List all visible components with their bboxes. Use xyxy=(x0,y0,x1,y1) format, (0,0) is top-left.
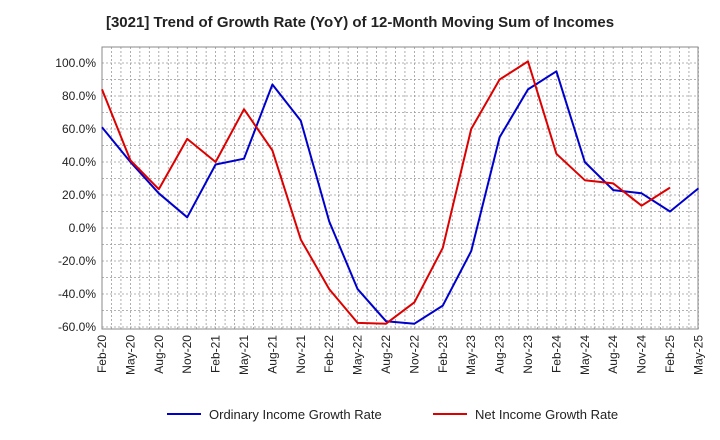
y-tick-label: 0.0% xyxy=(69,221,97,235)
x-tick-label: May-24 xyxy=(578,335,592,375)
x-tick-label: Aug-23 xyxy=(493,335,507,374)
y-tick-label: 80.0% xyxy=(62,89,96,103)
x-tick-label: Nov-24 xyxy=(635,335,649,374)
x-tick-label: May-20 xyxy=(123,335,137,375)
y-tick-label: -60.0% xyxy=(58,320,96,334)
x-tick-label: May-23 xyxy=(464,335,478,375)
x-tick-label: Aug-21 xyxy=(265,335,279,374)
x-tick-label: Feb-20 xyxy=(95,335,109,373)
chart-title: [3021] Trend of Growth Rate (YoY) of 12-… xyxy=(105,14,615,31)
x-tick-label: Feb-25 xyxy=(663,335,677,373)
legend-label: Ordinary Income Growth Rate xyxy=(209,407,382,422)
series-line-1 xyxy=(101,70,700,325)
data-lines xyxy=(101,60,700,325)
y-tick-label: -20.0% xyxy=(58,254,96,268)
x-axis-ticks: Feb-20 May-20 Aug-20 Nov-20 Feb-21 May-21 Aug-… xyxy=(95,335,705,375)
x-tick-label: May-25 xyxy=(691,335,705,375)
x-tick-label: Aug-20 xyxy=(152,335,166,374)
x-tick-label: Feb-24 xyxy=(549,335,563,373)
legend-label: Net Income Growth Rate xyxy=(475,407,618,422)
x-tick-label: Nov-23 xyxy=(521,335,535,374)
x-tick-label: Aug-22 xyxy=(379,335,393,374)
legend: Ordinary Income Growth Rate Net Income Gr… xyxy=(167,407,618,422)
x-tick-label: May-21 xyxy=(237,335,251,375)
x-tick-label: Feb-22 xyxy=(322,335,336,373)
x-tick-label: Aug-24 xyxy=(606,335,620,374)
series-line-2 xyxy=(101,60,671,325)
x-tick-label: Nov-21 xyxy=(294,335,308,374)
y-axis-ticks: 100.0% 80.0% 60.0% 40.0% 20.0% 0.0% -20.0% -40.… xyxy=(55,56,96,334)
y-tick-label: 40.0% xyxy=(62,155,96,169)
x-tick-label: May-22 xyxy=(351,335,365,375)
x-tick-label: Nov-20 xyxy=(180,335,194,374)
y-tick-label: -40.0% xyxy=(58,287,96,301)
y-tick-label: 60.0% xyxy=(62,122,96,136)
grid-lines xyxy=(101,47,699,329)
x-tick-label: Feb-23 xyxy=(436,335,450,373)
y-tick-label: 100.0% xyxy=(55,56,96,70)
x-tick-label: Nov-22 xyxy=(407,335,421,374)
plot-frame xyxy=(101,46,699,330)
x-tick-label: Feb-21 xyxy=(209,335,223,373)
y-tick-label: 20.0% xyxy=(62,188,96,202)
